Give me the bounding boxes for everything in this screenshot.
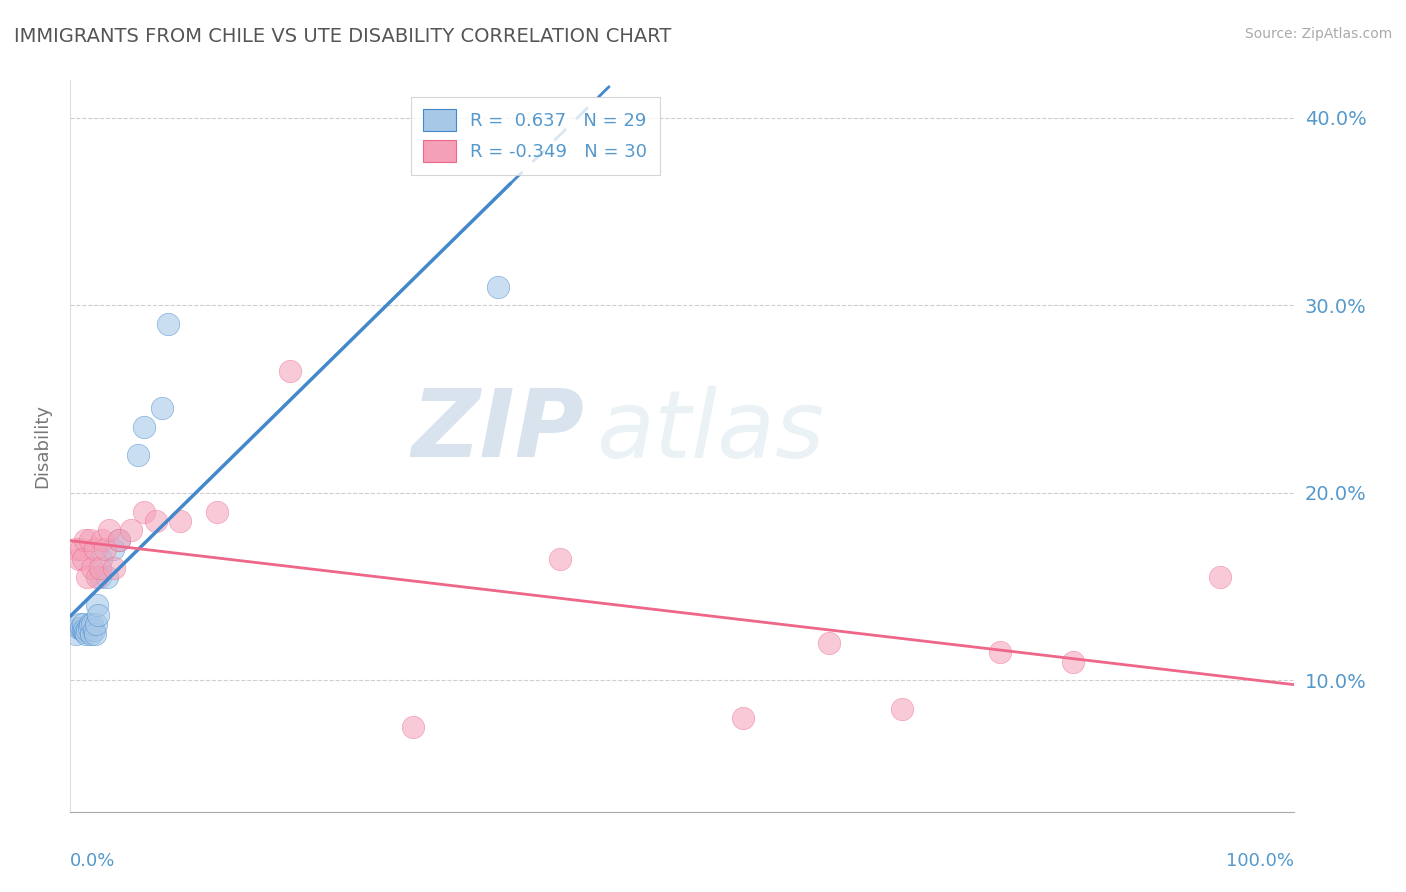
Point: [72, 551, 94, 566]
Point: [93, 542, 115, 557]
Point: [69, 617, 91, 632]
Text: IMMIGRANTS FROM CHILE VS UTE DISABILITY CORRELATION CHART: IMMIGRANTS FROM CHILE VS UTE DISABILITY …: [14, 27, 672, 45]
Point: [157, 317, 180, 331]
Point: [87, 607, 110, 622]
Point: [83, 542, 105, 557]
Point: [145, 514, 167, 528]
Point: [86, 570, 108, 584]
Point: [733, 711, 755, 725]
Point: [817, 636, 839, 650]
Point: [65, 626, 87, 640]
Point: [73, 623, 96, 637]
Point: [82, 561, 104, 575]
Point: [91, 533, 114, 547]
Point: [90, 551, 112, 566]
Point: [83, 626, 105, 640]
Point: [988, 645, 1011, 659]
Point: [73, 533, 96, 547]
Point: [402, 720, 425, 734]
Text: 100.0%: 100.0%: [1226, 852, 1294, 870]
Point: [72, 623, 94, 637]
Point: [127, 449, 149, 463]
Point: [76, 570, 98, 584]
Point: [169, 514, 191, 528]
Y-axis label: Disability: Disability: [34, 404, 52, 488]
Point: [108, 533, 131, 547]
Point: [488, 279, 510, 293]
Point: [205, 505, 228, 519]
Point: [86, 599, 108, 613]
Point: [82, 617, 104, 632]
Text: ZIP: ZIP: [411, 385, 583, 477]
Point: [77, 621, 100, 635]
Point: [72, 617, 94, 632]
Point: [89, 561, 111, 575]
Point: [67, 551, 90, 566]
Point: [73, 624, 96, 639]
Point: [280, 364, 302, 378]
Point: [83, 623, 105, 637]
Point: [108, 533, 131, 547]
Point: [132, 420, 155, 434]
Point: [65, 542, 87, 557]
Point: [75, 626, 97, 640]
Point: [121, 524, 143, 538]
Point: [84, 617, 107, 632]
Text: 0.0%: 0.0%: [70, 852, 115, 870]
Point: [150, 401, 173, 416]
Point: [80, 626, 103, 640]
Point: [76, 623, 98, 637]
Text: atlas: atlas: [596, 386, 824, 477]
Text: Source: ZipAtlas.com: Source: ZipAtlas.com: [1244, 27, 1392, 41]
Point: [70, 542, 93, 557]
Point: [70, 621, 93, 635]
Point: [67, 621, 90, 635]
Point: [548, 551, 571, 566]
Point: [79, 617, 101, 632]
Point: [89, 570, 111, 584]
Legend: R =  0.637   N = 29, R = -0.349   N = 30: R = 0.637 N = 29, R = -0.349 N = 30: [411, 96, 659, 175]
Point: [98, 524, 121, 538]
Point: [1209, 570, 1232, 584]
Point: [1062, 655, 1084, 669]
Point: [96, 570, 118, 584]
Point: [103, 561, 125, 575]
Point: [101, 542, 124, 557]
Point: [891, 701, 914, 715]
Point: [132, 505, 155, 519]
Point: [79, 533, 101, 547]
